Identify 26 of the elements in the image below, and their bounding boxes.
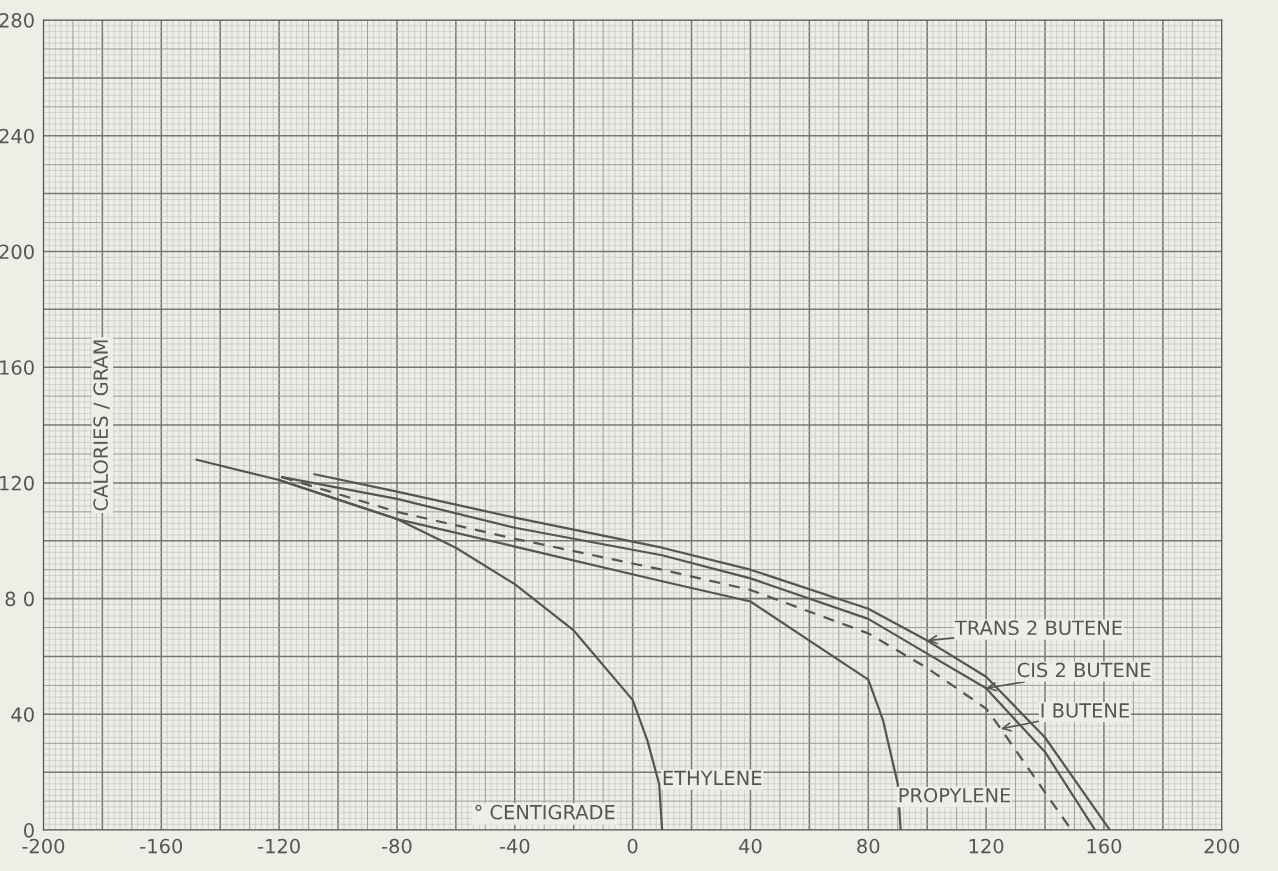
x-tick-label: -80	[382, 838, 412, 854]
y-tick-label: 200	[0, 244, 34, 260]
y-tick-label: 0	[24, 823, 34, 838]
y-tick-label: 8 0	[5, 591, 34, 607]
x-tick-label: 120	[969, 838, 1004, 854]
x-tick-label: 0	[627, 838, 638, 854]
annotation: I BUTENE	[1041, 703, 1129, 718]
x-tick-label: 80	[857, 838, 880, 854]
x-axis-title: ° CENTIGRADE	[475, 804, 615, 820]
x-tick-label: 200	[1204, 838, 1240, 854]
y-tick-label: 240	[0, 128, 34, 144]
x-tick-label: -200	[22, 838, 65, 854]
y-axis-title: CALORIES / GRAM	[93, 340, 110, 511]
x-tick-label: -40	[499, 838, 530, 854]
x-tick-label: -160	[140, 838, 183, 854]
y-tick-label: 280	[0, 12, 34, 28]
y-tick-label: 40	[11, 707, 34, 723]
annotation: PROPYLENE	[899, 787, 1011, 803]
annotation: TRANS 2 BUTENE	[954, 620, 1122, 636]
annotation: ETHYLENE	[663, 770, 762, 785]
x-tick-label: 40	[739, 838, 762, 854]
x-tick-label: -120	[258, 838, 300, 854]
annotation: CIS 2 BUTENE	[1017, 662, 1151, 678]
x-tick-label: 160	[1087, 838, 1122, 854]
y-tick-label: 160	[0, 360, 34, 375]
y-tick-label: 120	[0, 475, 34, 491]
